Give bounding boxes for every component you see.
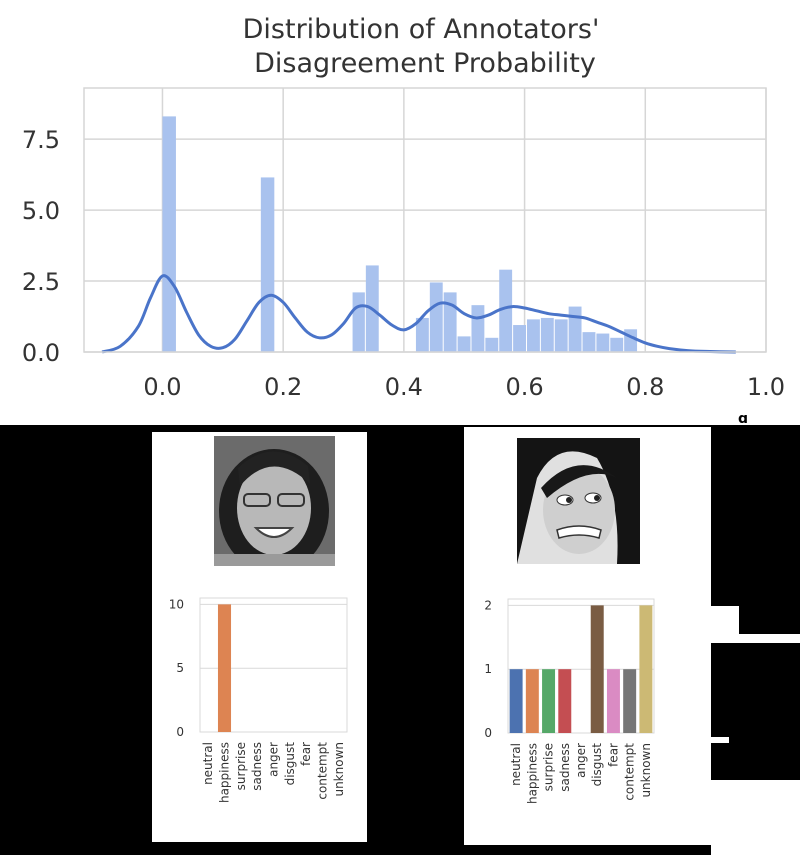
mini-y-tick-label: 5 — [176, 661, 184, 675]
bar-contempt — [623, 669, 637, 733]
category-label-unknown: unknown — [332, 742, 346, 797]
category-label-fear: fear — [606, 743, 620, 767]
histogram-bar — [457, 336, 471, 352]
grimacing-woman-face — [517, 438, 640, 564]
histogram-bar — [540, 317, 554, 352]
category-label-anger: anger — [267, 742, 281, 777]
histogram-bar — [610, 337, 624, 352]
white-fragment — [711, 780, 800, 855]
histogram-bar — [624, 329, 638, 352]
white-fragment — [709, 634, 800, 643]
bar-happiness — [217, 604, 232, 732]
category-label-contempt: contempt — [623, 743, 637, 801]
category-label-fear: fear — [299, 742, 313, 766]
histogram-bar — [582, 332, 596, 352]
example-panel-right: 0 1 2 neutral happiness surprise sadness anger d… — [464, 427, 711, 845]
mini-y-tick-label: 10 — [169, 597, 184, 611]
category-label-disgust: disgust — [590, 743, 604, 787]
category-label-surprise: surprise — [542, 743, 556, 791]
x-tick-label: 0.6 — [505, 373, 543, 401]
plot-frame — [83, 87, 767, 353]
histogram-bar — [260, 177, 275, 352]
category-label-sadness: sadness — [558, 743, 572, 792]
category-label-neutral: neutral — [509, 743, 523, 786]
category-label-surprise: surprise — [234, 742, 248, 790]
category-label-anger: anger — [574, 743, 588, 778]
x-tick-label: 1.0 — [747, 373, 785, 401]
category-label-unknown: unknown — [639, 743, 653, 798]
bar-happiness — [525, 669, 539, 733]
chart-title-line-2: Disagreement Probability — [254, 48, 596, 79]
histogram-bar — [526, 319, 540, 352]
y-axis-ticks: 0.0 2.5 5.0 7.5 — [22, 126, 60, 367]
category-label-neutral: neutral — [201, 742, 215, 785]
histogram-bar — [443, 292, 457, 352]
histogram-bar — [513, 325, 526, 352]
histogram-bar — [499, 269, 513, 352]
mini-plot-frame — [199, 597, 348, 733]
category-label-happiness: happiness — [525, 743, 539, 804]
mini-y-tick-label: 0 — [176, 725, 184, 739]
x-axis-ticks: 0.0 0.2 0.4 0.6 0.8 1.0 — [143, 373, 785, 401]
x-tick-label: 0.8 — [626, 373, 664, 401]
y-tick-label: 0.0 — [22, 339, 60, 367]
bar-surprise — [542, 669, 556, 733]
bar-fear — [606, 669, 620, 733]
bar-neutral — [509, 669, 523, 733]
y-tick-label: 7.5 — [22, 126, 60, 154]
kde-curve — [101, 274, 736, 354]
mini-y-tick-label: 1 — [484, 662, 492, 676]
chart-title-line-1: Distribution of Annotators' — [243, 14, 600, 45]
white-fragment — [711, 737, 729, 743]
bar-sadness — [558, 669, 572, 733]
category-label-happiness: happiness — [218, 742, 232, 803]
example-panel-left: 0 5 10 neutral happiness surprise sadness anger… — [152, 432, 367, 842]
svg-text:ɑ: ɑ — [738, 411, 748, 427]
histogram-bar — [485, 337, 499, 352]
histogram-bar — [429, 282, 443, 352]
category-label-sadness: sadness — [250, 742, 264, 791]
histogram-bar — [352, 292, 365, 352]
y-tick-label: 5.0 — [22, 197, 60, 225]
distribution-chart: Distribution of Annotators' Disagreement… — [22, 14, 785, 401]
category-label-disgust: disgust — [283, 742, 297, 786]
mini-y-tick-label: 2 — [484, 598, 492, 612]
histogram-bar — [415, 317, 429, 352]
histogram-bar — [568, 306, 582, 352]
emotion-bar-chart-right: 0 1 2 neutral happiness surprise sadness anger d… — [484, 598, 655, 804]
y-tick-label: 2.5 — [22, 268, 60, 296]
category-label-contempt: contempt — [316, 742, 330, 800]
bar-unknown — [639, 605, 653, 733]
smiling-woman-face — [214, 436, 335, 566]
x-tick-label: 0.2 — [264, 373, 302, 401]
bar-disgust — [590, 605, 604, 733]
histogram-bar — [554, 319, 568, 352]
histogram-bar — [596, 333, 610, 352]
x-tick-label: 0.0 — [143, 373, 181, 401]
cropped-text-fragment: ɑ — [738, 411, 748, 427]
mini-y-tick-label: 0 — [484, 726, 492, 740]
white-fragment — [711, 606, 739, 634]
histogram-bar — [471, 305, 485, 352]
emotion-bar-chart-left: 0 5 10 neutral happiness surprise sadness anger… — [169, 597, 348, 803]
histogram-bar — [162, 116, 176, 352]
mini-plot-frame — [507, 598, 655, 734]
x-tick-label: 0.4 — [385, 373, 423, 401]
